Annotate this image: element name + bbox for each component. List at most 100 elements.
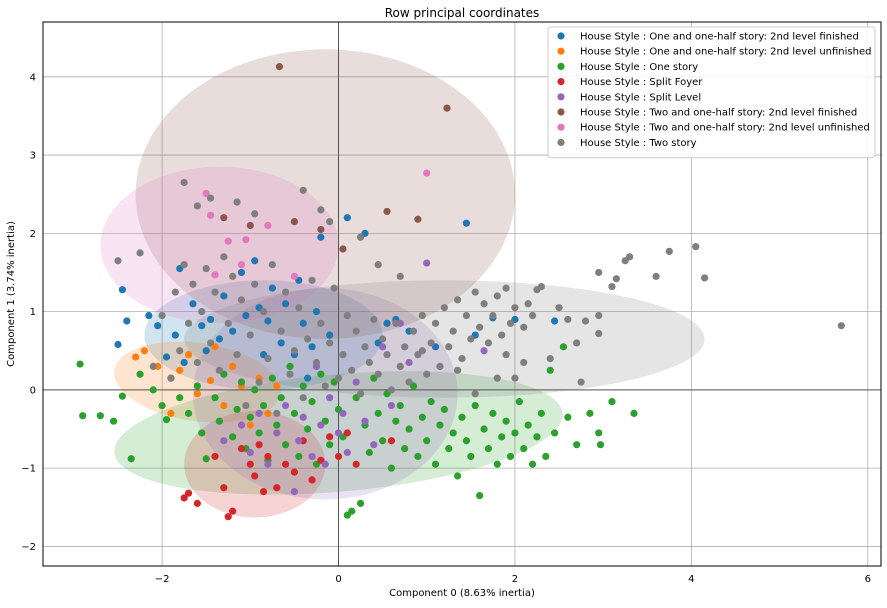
scatter-point [211,288,219,296]
scatter-point [123,317,131,325]
scatter-point [308,398,316,406]
series-ellipse [184,411,326,518]
scatter-point [264,317,272,325]
scatter-point [317,370,325,378]
legend-marker [557,108,565,116]
legend-marker [557,138,565,146]
scatter-point [356,390,365,398]
scatter-point [431,319,440,327]
scatter-point [202,189,210,198]
scatter-point [608,282,616,291]
y-tick-label: −1 [21,464,36,475]
y-tick-label: 1 [30,307,36,318]
scatter-point [383,319,391,327]
scatter-point [268,284,276,292]
scatter-point [281,460,290,468]
scatter-point [462,219,471,227]
y-tick-label: 4 [30,72,36,83]
scatter-point [630,409,638,417]
scatter-point [308,276,316,284]
scatter-point [586,409,594,417]
scatter-point [242,236,250,244]
scatter-point [198,429,206,437]
scatter-point [334,374,343,382]
scatter-point [176,394,184,402]
scatter-point [484,339,493,347]
scatter-point [215,335,224,343]
scatter-point [317,319,325,327]
scatter-point [290,272,298,280]
scatter-point [409,327,418,335]
scatter-point [193,358,201,367]
scatter-point [317,225,325,234]
scatter-point [220,401,228,410]
legend-entry: House Style : Two and one-half story: 2n… [580,108,857,119]
scatter-point [246,448,254,457]
scatter-point [445,343,453,351]
scatter-point [387,464,396,472]
scatter-point [379,437,387,445]
scatter-point [555,304,563,312]
scatter-point [383,351,391,359]
scatter-point [233,351,241,359]
scatter-point [259,308,268,316]
scatter-point [533,286,541,294]
scatter-point [595,311,603,320]
legend-entry: House Style : Split Level [580,92,701,103]
scatter-point [515,398,523,406]
scatter-point [321,460,329,468]
legend-marker [557,78,565,86]
scatter-point [184,351,193,359]
scatter-point [207,376,215,385]
scatter-point [251,210,259,218]
scatter-point [334,452,343,461]
scatter-point [215,366,224,374]
scatter-point [229,362,237,371]
scatter-point [339,409,347,417]
scatter-point [326,331,334,339]
y-tick-label: 3 [30,151,36,162]
scatter-point [436,362,444,371]
x-tick-label: 6 [865,574,871,585]
scatter-point [220,292,228,300]
scatter-point [621,257,629,265]
scatter-point [365,448,373,457]
scatter-point [462,437,471,445]
scatter-point [246,331,254,339]
scatter-point [281,288,290,296]
scatter-point [255,441,263,449]
scatter-point [352,378,360,386]
scatter-point [171,331,179,339]
scatter-point [140,347,149,355]
scatter-point [493,374,501,382]
scatter-point [264,409,272,417]
scatter-point [96,412,104,420]
scatter-point [259,401,268,410]
scatter-point [220,214,228,222]
scatter-point [251,257,259,265]
scatter-point [343,429,351,437]
scatter-point [308,343,316,351]
data-points [76,63,845,521]
scatter-point [334,429,343,437]
scatter-point [193,382,201,390]
scatter-point [537,409,545,417]
scatter-point [559,343,568,351]
scatter-point [158,311,166,320]
scatter-point [118,286,126,294]
scatter-point [281,401,290,410]
scatter-point [180,178,188,187]
scatter-point [692,243,700,251]
legend-entry: House Style : Two and one-half story: 2n… [580,123,870,134]
scatter-point [246,421,254,429]
scatter-point [387,437,396,445]
scatter-point [423,259,431,267]
scatter-point [427,398,435,406]
scatter-point [546,354,554,363]
scatter-point [480,425,488,433]
scatter-point [251,386,259,394]
scatter-point [242,401,250,410]
scatter-point [264,452,272,461]
scatter-point [506,319,515,327]
